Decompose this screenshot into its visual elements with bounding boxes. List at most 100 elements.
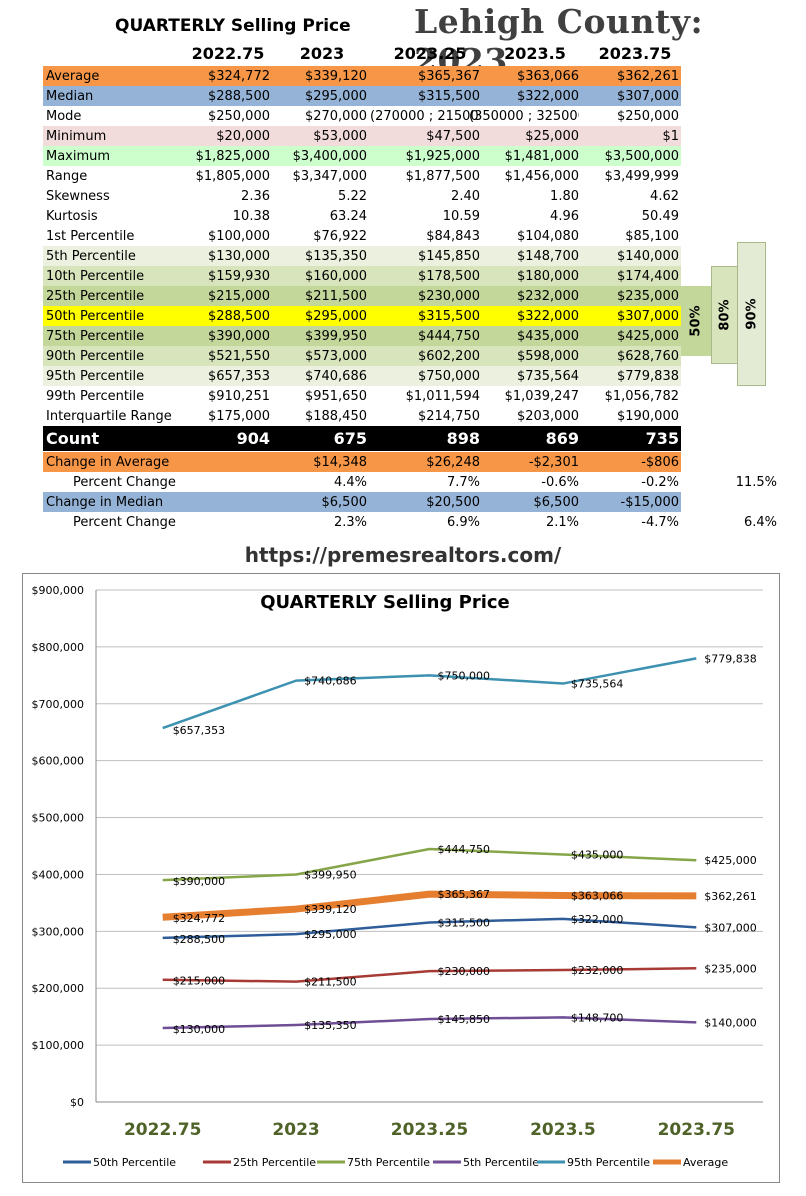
table-cell: 5.22 bbox=[338, 189, 367, 204]
table-cell: $270,000 bbox=[304, 109, 367, 124]
data-label: $315,500 bbox=[438, 917, 491, 930]
data-label: $307,000 bbox=[704, 921, 757, 934]
row-label: 10th Percentile bbox=[46, 269, 145, 284]
data-label: $363,066 bbox=[571, 889, 624, 902]
table-row: Maximum $1,825,000 $3,400,000 $1,925,000 $1,… bbox=[43, 146, 681, 166]
table-cell: 1.80 bbox=[550, 189, 579, 204]
row-label: Skewness bbox=[46, 189, 110, 204]
row-label: 1st Percentile bbox=[46, 229, 135, 244]
table-cell: $26,248 bbox=[426, 455, 480, 470]
table-cell: $951,650 bbox=[304, 389, 367, 404]
table-cell: -$2,301 bbox=[528, 455, 579, 470]
data-label: $140,000 bbox=[704, 1016, 757, 1029]
table-cell: $47,500 bbox=[426, 129, 480, 144]
table-cell: $3,500,000 bbox=[604, 149, 679, 164]
table-cell: $288,500 bbox=[207, 89, 270, 104]
table-cell: $365,367 bbox=[417, 69, 480, 84]
y-tick-label: $300,000 bbox=[32, 925, 85, 938]
data-label: $444,750 bbox=[438, 843, 491, 856]
table-cell: 6.9% bbox=[446, 515, 480, 530]
series-line bbox=[162, 657, 697, 730]
table-cell: $25,000 bbox=[525, 129, 579, 144]
table-cell: $232,000 bbox=[516, 289, 579, 304]
table-cell: $1,039,247 bbox=[504, 389, 579, 404]
table-cell: $159,930 bbox=[207, 269, 270, 284]
table-cell: $145,850 bbox=[417, 249, 480, 264]
table-cell: 2.1% bbox=[545, 515, 579, 530]
table-cell: $211,500 bbox=[304, 289, 367, 304]
series-line bbox=[162, 847, 697, 882]
table-cell: $602,200 bbox=[417, 349, 480, 364]
table-cell: 7.7% bbox=[446, 475, 480, 490]
table-cell: $1,925,000 bbox=[405, 149, 480, 164]
y-tick-label: $100,000 bbox=[32, 1039, 85, 1052]
data-label: $324,772 bbox=[173, 912, 226, 925]
source-url[interactable]: https://premesrealtors.com/ bbox=[244, 543, 562, 567]
data-label: $235,000 bbox=[704, 962, 757, 975]
data-label: $740,686 bbox=[304, 675, 357, 688]
table-cell: $6,500 bbox=[533, 495, 580, 510]
table-cell: $779,838 bbox=[616, 369, 679, 384]
table-cell: $435,000 bbox=[516, 329, 579, 344]
table-cell: $20,500 bbox=[426, 495, 480, 510]
table-cell: $322,000 bbox=[516, 89, 579, 104]
table-cell: $399,950 bbox=[304, 329, 367, 344]
line-chart: $0 $100,000 $200,000 $300,000 $400,000 $500,0… bbox=[32, 584, 763, 1169]
data-label: $425,000 bbox=[704, 854, 757, 867]
series-line bbox=[162, 890, 697, 921]
row-label: 50th Percentile bbox=[46, 309, 145, 324]
table-row: Mode $250,000 $270,000 (270000 ; 215000) (35… bbox=[43, 106, 681, 126]
table-cell: 10.59 bbox=[442, 209, 480, 224]
table-cell: $315,500 bbox=[417, 89, 480, 104]
data-label: $750,000 bbox=[438, 669, 491, 682]
table-row: Change in Average $14,348 $26,248 -$2,301 -$… bbox=[43, 452, 681, 472]
y-tick-label: $600,000 bbox=[32, 755, 85, 768]
row-label: Interquartile Range bbox=[46, 409, 172, 424]
table-cell: 50.49 bbox=[641, 209, 679, 224]
table-cell: (270000 ; 215000) bbox=[370, 109, 480, 124]
row-label: Mode bbox=[46, 109, 82, 124]
table-row: Average $324,772 $339,120 $365,367 $363,066 $… bbox=[43, 66, 681, 86]
table-cell: $20,000 bbox=[216, 129, 270, 144]
column-header: 2023.75 bbox=[598, 44, 672, 63]
table-row: 25th Percentile $215,000 $211,500 $230,000 $… bbox=[43, 286, 681, 306]
table-cell: $53,000 bbox=[313, 129, 367, 144]
data-label: $322,000 bbox=[571, 913, 624, 926]
y-tick-label: $200,000 bbox=[32, 982, 85, 995]
table-row: 1st Percentile $100,000 $76,922 $84,843 $104… bbox=[43, 226, 681, 246]
data-label: $211,500 bbox=[304, 976, 357, 989]
y-tick-label: $400,000 bbox=[32, 868, 85, 881]
x-tick-label: 2023.25 bbox=[391, 1120, 468, 1140]
table-cell: $174,400 bbox=[616, 269, 679, 284]
table-cell: $6,500 bbox=[321, 495, 368, 510]
column-header: 2023.25 bbox=[393, 44, 467, 63]
table-cell: -$806 bbox=[641, 455, 679, 470]
table-cell: $1,805,000 bbox=[195, 169, 270, 184]
legend-label: 75th Percentile bbox=[347, 1156, 430, 1169]
table-cell: $425,000 bbox=[616, 329, 679, 344]
table-cell: (350000 ; 325000 bbox=[469, 109, 579, 124]
x-tick-label: 2022.75 bbox=[124, 1120, 201, 1140]
table-cell: $14,348 bbox=[313, 455, 367, 470]
data-label: $148,700 bbox=[571, 1011, 624, 1024]
table-cell: $235,000 bbox=[616, 289, 679, 304]
table-row: 50th Percentile $288,500 $295,000 $315,500 $… bbox=[43, 306, 681, 326]
table-cell: $214,750 bbox=[417, 409, 480, 424]
legend-label: 50th Percentile bbox=[93, 1156, 176, 1169]
count-row: Count 904 675 898 869 735 bbox=[43, 426, 681, 451]
table-cell: $1,011,594 bbox=[405, 389, 480, 404]
table-row: 10th Percentile $159,930 $160,000 $178,500 $… bbox=[43, 266, 681, 286]
table-cell: $100,000 bbox=[207, 229, 270, 244]
table-cell: $521,550 bbox=[207, 349, 270, 364]
table-cell: $740,686 bbox=[304, 369, 367, 384]
table-cell: 2.36 bbox=[241, 189, 270, 204]
data-label: $288,500 bbox=[173, 933, 226, 946]
data-label: $399,950 bbox=[304, 868, 357, 881]
table-cell: $324,772 bbox=[207, 69, 270, 84]
data-label: $230,000 bbox=[438, 965, 491, 978]
table-row: Skewness 2.36 5.22 2.40 1.80 4.62 bbox=[43, 186, 681, 206]
table-cell: $598,000 bbox=[516, 349, 579, 364]
data-label: $232,000 bbox=[571, 964, 624, 977]
table-cell: $175,000 bbox=[207, 409, 270, 424]
data-label: $390,000 bbox=[173, 875, 226, 888]
